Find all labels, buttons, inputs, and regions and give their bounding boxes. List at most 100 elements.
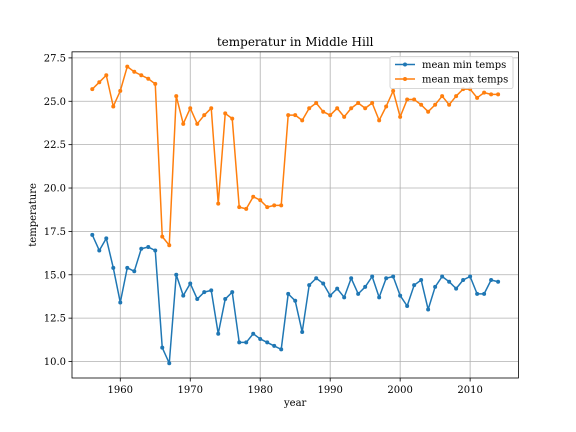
data-point xyxy=(377,118,382,123)
data-point xyxy=(223,297,228,302)
ticks: 1960 1970 1980 1990 2000 2010 10.0 12.5 15.0 17.5… xyxy=(44,53,483,396)
y-tick-label: 17.5 xyxy=(44,227,66,238)
data-point xyxy=(167,243,172,248)
data-point xyxy=(230,290,235,295)
data-point xyxy=(244,206,249,211)
data-point xyxy=(160,234,165,239)
data-point xyxy=(188,106,193,111)
chart-title: temperatur in Middle Hill xyxy=(217,35,374,49)
data-point xyxy=(391,274,396,279)
data-point xyxy=(202,290,207,295)
data-point xyxy=(104,73,109,78)
data-point xyxy=(489,277,494,282)
data-point xyxy=(293,113,298,118)
x-tick-label: 2000 xyxy=(387,385,412,396)
data-point xyxy=(307,283,312,288)
data-point xyxy=(139,246,144,251)
data-point xyxy=(251,331,256,336)
data-point xyxy=(97,248,102,253)
data-point xyxy=(349,276,354,281)
y-tick-label: 10.0 xyxy=(44,357,66,368)
data-point xyxy=(496,92,501,97)
data-point xyxy=(153,248,158,253)
data-point xyxy=(265,340,270,345)
data-point xyxy=(377,295,382,300)
data-point xyxy=(258,336,263,341)
data-point xyxy=(279,203,284,208)
data-point xyxy=(468,274,473,279)
data-point xyxy=(384,104,389,109)
grid xyxy=(72,51,519,378)
data-point xyxy=(328,293,333,298)
data-point xyxy=(356,291,361,296)
data-point xyxy=(419,277,424,282)
data-point xyxy=(482,90,487,95)
plot-frame xyxy=(71,51,519,379)
data-point xyxy=(307,106,312,111)
data-point xyxy=(97,80,102,85)
legend: mean min temps mean max temps xyxy=(389,56,514,89)
data-point xyxy=(335,106,340,111)
data-point xyxy=(440,94,445,99)
data-point xyxy=(335,286,340,291)
x-tick-label: 1990 xyxy=(317,385,342,396)
data-point xyxy=(181,121,186,126)
data-point xyxy=(321,281,326,286)
data-point xyxy=(405,304,410,309)
data-point xyxy=(286,113,291,118)
data-point xyxy=(342,295,347,300)
data-point xyxy=(104,236,109,241)
x-tick-label: 1960 xyxy=(108,385,133,396)
legend-box xyxy=(389,56,514,89)
data-point xyxy=(132,269,137,274)
data-point xyxy=(461,277,466,282)
legend-label-mean-max: mean max temps xyxy=(422,75,508,86)
data-point xyxy=(363,284,368,289)
data-point xyxy=(216,331,221,336)
data-point xyxy=(412,283,417,288)
y-tick-label: 12.5 xyxy=(44,314,66,325)
data-point xyxy=(398,114,403,119)
data-point xyxy=(475,291,480,296)
data-point xyxy=(286,291,291,296)
data-point xyxy=(293,298,298,303)
data-point xyxy=(433,102,438,107)
data-point xyxy=(258,198,263,203)
data-point xyxy=(342,114,347,119)
data-point xyxy=(433,284,438,289)
y-tick-label: 25.0 xyxy=(44,97,66,108)
data-point xyxy=(398,293,403,298)
data-point xyxy=(209,106,214,111)
data-point xyxy=(370,101,375,106)
y-axis-label: temperature xyxy=(28,183,39,247)
data-point xyxy=(223,111,228,116)
data-point xyxy=(132,69,137,74)
data-point xyxy=(230,116,235,121)
data-point xyxy=(237,340,242,345)
y-tick-label: 15.0 xyxy=(44,270,66,281)
y-tick-label: 20.0 xyxy=(44,184,66,195)
data-point xyxy=(90,232,95,237)
data-point xyxy=(447,102,452,107)
data-point xyxy=(111,104,116,109)
data-point xyxy=(328,113,333,118)
data-point xyxy=(496,279,501,284)
data-point xyxy=(321,109,326,114)
data-point xyxy=(195,121,200,126)
data-point xyxy=(118,300,123,305)
data-point xyxy=(356,101,361,106)
data-point xyxy=(209,288,214,293)
data-point xyxy=(279,347,284,352)
data-point xyxy=(244,340,249,345)
x-tick-label: 1980 xyxy=(247,385,272,396)
data-point xyxy=(412,97,417,102)
data-point xyxy=(195,297,200,302)
data-point xyxy=(314,276,319,281)
data-point xyxy=(272,343,277,348)
y-tick-label: 27.5 xyxy=(44,53,66,64)
data-point xyxy=(482,291,487,296)
data-point xyxy=(300,330,305,335)
data-point xyxy=(216,201,221,206)
x-tick-label: 2010 xyxy=(457,385,482,396)
data-point xyxy=(139,73,144,78)
